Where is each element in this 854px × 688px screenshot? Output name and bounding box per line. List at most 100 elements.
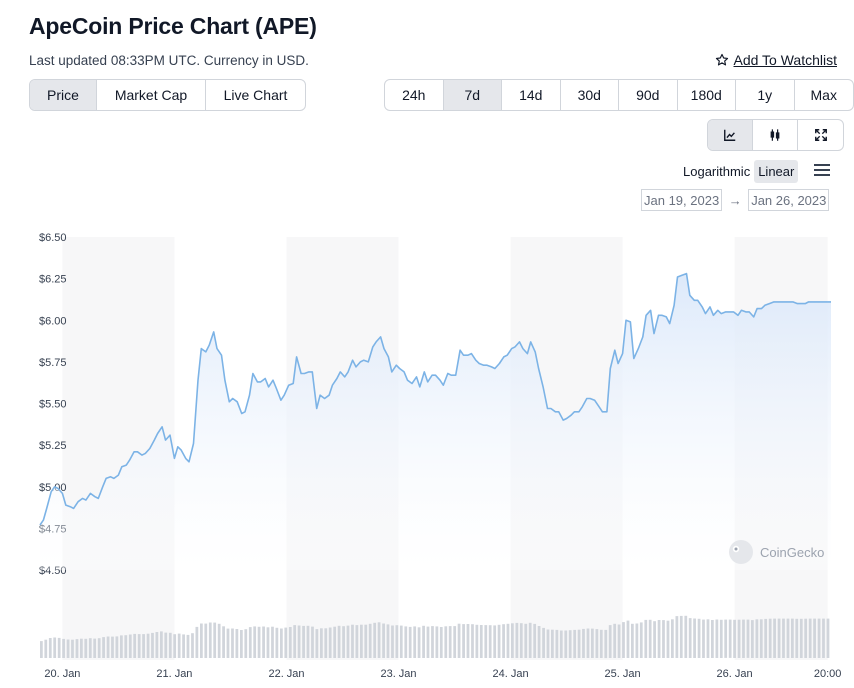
tab-live-chart[interactable]: Live Chart — [223, 87, 288, 103]
volume-bar — [533, 623, 537, 658]
volume-bar — [351, 624, 354, 658]
volume-bar — [742, 619, 745, 658]
y-tick-label: $5.75 — [39, 357, 67, 369]
volume-bar — [724, 619, 728, 658]
scale-logarithmic-option[interactable]: Logarithmic — [683, 164, 751, 179]
fullscreen-button[interactable] — [798, 120, 843, 150]
volume-bar — [177, 633, 181, 658]
date-from-input[interactable]: Jan 19, 2023 — [641, 189, 723, 211]
volume-bar — [382, 623, 385, 658]
range-90d-button[interactable]: 90d — [619, 80, 678, 110]
chart-menu-icon[interactable] — [814, 164, 830, 177]
range-1y-button[interactable]: 1y — [736, 80, 795, 110]
x-axis: 20. Jan 21. Jan 22. Jan 23. Jan 24. Jan 25. J… — [44, 668, 841, 680]
line-chart-icon — [724, 129, 736, 141]
volume-bar — [284, 627, 288, 658]
volume-bar — [488, 625, 492, 658]
volume-bar — [431, 626, 434, 658]
range-180d-button[interactable]: 180d — [678, 80, 736, 110]
volume-bar — [302, 625, 305, 658]
volume-bar — [826, 618, 830, 658]
volume-bar — [342, 626, 345, 658]
range-24h-button[interactable]: 24h — [385, 80, 444, 110]
volume-bar — [559, 630, 563, 658]
volume-bar — [617, 624, 621, 658]
range-14d-button[interactable]: 14d — [502, 80, 561, 110]
volume-bar — [719, 619, 723, 658]
volume-bar — [355, 625, 359, 658]
volume-bar — [222, 626, 225, 658]
volume-bar — [146, 633, 150, 658]
price-line — [39, 272, 831, 526]
volume-bar — [102, 637, 105, 658]
volume-bar — [395, 625, 399, 658]
volume-bar — [795, 618, 799, 658]
volume-bar — [808, 618, 812, 658]
tab-market-cap[interactable]: Market Cap — [97, 80, 206, 110]
volume-bar — [293, 625, 297, 658]
volume-bar — [111, 636, 114, 658]
x-tick-label: 22. Jan — [268, 668, 304, 680]
scale-linear-option[interactable]: Linear — [754, 160, 799, 183]
volume-bar — [475, 624, 479, 658]
volume-bar — [120, 635, 123, 658]
volume-bar — [759, 619, 763, 658]
volume-bar — [502, 624, 505, 658]
volume-bar — [822, 618, 825, 658]
volume-bar — [688, 618, 692, 658]
volume-bar — [435, 626, 439, 658]
range-max-button[interactable]: Max — [810, 87, 837, 103]
volume-bar — [173, 634, 177, 658]
volume-bar — [666, 620, 670, 658]
volume-bar — [515, 622, 519, 658]
volume-bar — [777, 618, 781, 658]
volume-bar — [280, 628, 283, 658]
coingecko-watermark: CoinGecko — [729, 540, 824, 564]
volume-bar — [204, 623, 208, 658]
volume-bar — [448, 626, 452, 658]
line-chart-button[interactable] — [708, 120, 753, 150]
volume-bar — [799, 618, 803, 658]
volume-bar — [493, 625, 497, 658]
volume-bar — [368, 623, 372, 658]
volume-bar — [786, 618, 790, 658]
volume-bar — [613, 623, 617, 658]
volume-bar — [453, 626, 457, 658]
candlestick-button[interactable] — [753, 120, 798, 150]
volume-bar — [768, 618, 772, 658]
volume-bar — [226, 628, 230, 658]
volume-bar — [88, 638, 92, 658]
volume-bar — [217, 623, 221, 658]
volume-bar — [773, 618, 776, 658]
volume-bar — [684, 615, 688, 658]
volume-bar — [791, 618, 794, 658]
range-30d-button[interactable]: 30d — [561, 80, 619, 110]
volume-bar — [168, 632, 172, 658]
volume-bar — [244, 629, 248, 658]
range-7d-button[interactable]: 7d — [443, 80, 502, 110]
volume-bar — [306, 625, 310, 658]
volume-bar — [40, 641, 43, 658]
volume-bar — [697, 618, 701, 658]
volume-bar — [551, 629, 554, 658]
volume-bar — [213, 622, 217, 658]
volume-bar — [186, 634, 190, 658]
add-to-watchlist-link[interactable]: Add To Watchlist — [715, 52, 837, 68]
tab-price[interactable]: Price — [30, 80, 97, 110]
price-area — [40, 273, 831, 570]
volume-bar — [417, 627, 421, 658]
volume-bar — [439, 627, 443, 658]
volume-bar — [444, 626, 448, 658]
volume-bar — [364, 624, 368, 658]
volume-bar — [622, 622, 625, 658]
volume-bar — [546, 629, 550, 658]
volume-bar — [360, 624, 363, 658]
volume-bar — [555, 629, 559, 659]
volume-bar — [524, 623, 528, 658]
date-to-input[interactable]: Jan 26, 2023 — [748, 189, 830, 211]
volume-bar — [542, 627, 545, 658]
x-tick-label: 20:00 — [814, 668, 842, 680]
volume-bar — [155, 632, 159, 658]
volume-bar — [595, 629, 599, 658]
